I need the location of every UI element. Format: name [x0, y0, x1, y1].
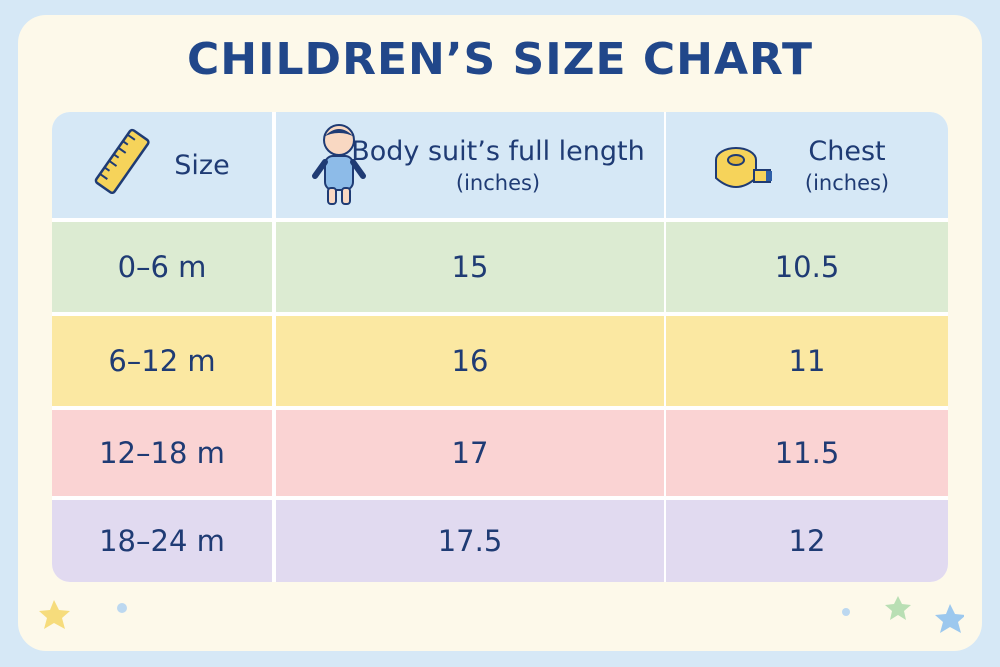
table-cell: 12	[666, 500, 948, 582]
table-cell: 12–18 m	[52, 410, 272, 496]
table-cell: 16	[276, 316, 664, 406]
table-cell: 6–12 m	[52, 316, 272, 406]
title: CHILDREN’S SIZE CHART	[187, 34, 813, 85]
table-cell: 10.5	[666, 222, 948, 312]
table-cell: 17	[276, 410, 664, 496]
header-label: Size	[174, 149, 230, 181]
table-cell: 11	[666, 316, 948, 406]
tape-icon	[715, 147, 772, 188]
decorations	[39, 596, 964, 633]
baby-icon	[312, 124, 366, 205]
table-cell: 17.5	[276, 500, 664, 582]
table-cell: 18–24 m	[52, 500, 272, 582]
header-cell: Size	[52, 112, 272, 218]
table-cell: 15	[276, 222, 664, 312]
table-cell: 0–6 m	[52, 222, 272, 312]
header-label: Chest	[808, 135, 886, 167]
size-table: Size Body suit’s full length (inches) Chest…	[52, 112, 948, 582]
header-label: Body suit’s full length	[351, 135, 645, 167]
header-cell: Chest (inches)	[666, 112, 948, 218]
header-unit: (inches)	[455, 170, 541, 195]
table-cell: 11.5	[666, 410, 948, 496]
header-unit: (inches)	[804, 170, 890, 195]
ruler-icon	[94, 128, 150, 195]
